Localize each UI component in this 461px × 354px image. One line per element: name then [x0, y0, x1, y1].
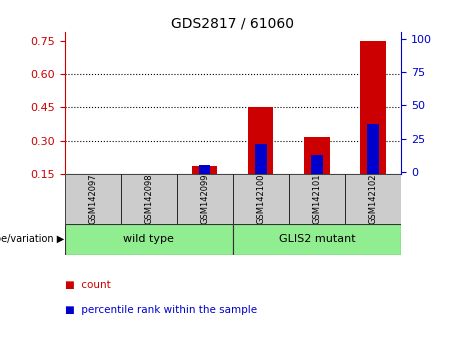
Bar	[255, 144, 266, 174]
Bar	[121, 174, 177, 224]
Bar	[199, 165, 210, 174]
Bar	[311, 155, 323, 174]
Title: GDS2817 / 61060: GDS2817 / 61060	[171, 17, 294, 31]
Bar	[233, 174, 289, 224]
Bar	[304, 137, 330, 174]
Bar	[248, 107, 273, 174]
Text: wild type: wild type	[123, 234, 174, 244]
Bar	[233, 224, 401, 255]
Bar	[367, 124, 378, 174]
Bar	[289, 174, 345, 224]
Text: GSM142097: GSM142097	[88, 173, 97, 224]
Bar	[177, 174, 233, 224]
Bar	[192, 166, 218, 174]
Text: ■  percentile rank within the sample: ■ percentile rank within the sample	[65, 305, 257, 315]
Text: GSM142102: GSM142102	[368, 173, 378, 224]
Text: ■  count: ■ count	[65, 280, 110, 290]
Bar	[345, 174, 401, 224]
Bar	[65, 224, 233, 255]
Text: genotype/variation ▶: genotype/variation ▶	[0, 234, 65, 244]
Text: GSM142098: GSM142098	[144, 173, 153, 224]
Bar	[65, 174, 121, 224]
Text: GLIS2 mutant: GLIS2 mutant	[278, 234, 355, 244]
Text: GSM142099: GSM142099	[200, 173, 209, 224]
Text: GSM142100: GSM142100	[256, 173, 266, 224]
Bar	[361, 41, 386, 174]
Text: GSM142101: GSM142101	[313, 173, 321, 224]
